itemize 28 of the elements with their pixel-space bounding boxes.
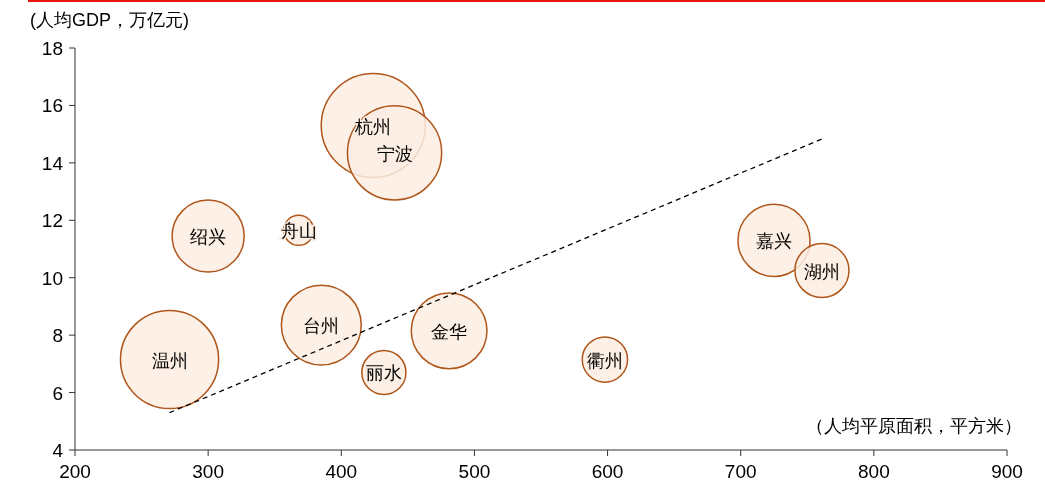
series-label: 衢州: [586, 350, 623, 371]
series-label: 杭州: [354, 116, 392, 137]
y-axis-title: (人均GDP，万亿元): [30, 10, 189, 30]
series-label: 湖州: [803, 261, 840, 282]
y-tick-label: 14: [41, 152, 64, 174]
x-tick-label: 800: [858, 461, 890, 482]
series-label: 台州: [303, 316, 340, 337]
series-label: 嘉兴: [756, 231, 792, 252]
x-tick-label: 500: [458, 461, 491, 482]
y-tick-label: 8: [52, 325, 63, 347]
x-tick-label: 900: [991, 461, 1023, 482]
series-label: 丽水: [365, 363, 402, 384]
x-tick-label: 200: [59, 461, 91, 482]
series-label: 温州: [151, 350, 188, 371]
x-tick-label: 300: [192, 461, 224, 482]
y-tick-label: 10: [41, 267, 63, 289]
x-tick-label: 600: [591, 461, 624, 482]
x-tick-label: 700: [724, 461, 757, 482]
y-tick-label: 6: [52, 382, 63, 404]
series-label: 宁波: [376, 143, 413, 164]
x-tick-label: 400: [325, 461, 358, 482]
x-axis-title: （人均平原面积，平方米）: [806, 416, 1022, 436]
y-tick-label: 4: [52, 440, 64, 461]
y-tick-label: 12: [41, 210, 63, 232]
y-tick-label: 16: [41, 95, 63, 117]
series-label: 绍兴: [190, 227, 227, 248]
series-label: 金华: [431, 321, 468, 342]
y-tick-label: 18: [41, 38, 63, 59]
